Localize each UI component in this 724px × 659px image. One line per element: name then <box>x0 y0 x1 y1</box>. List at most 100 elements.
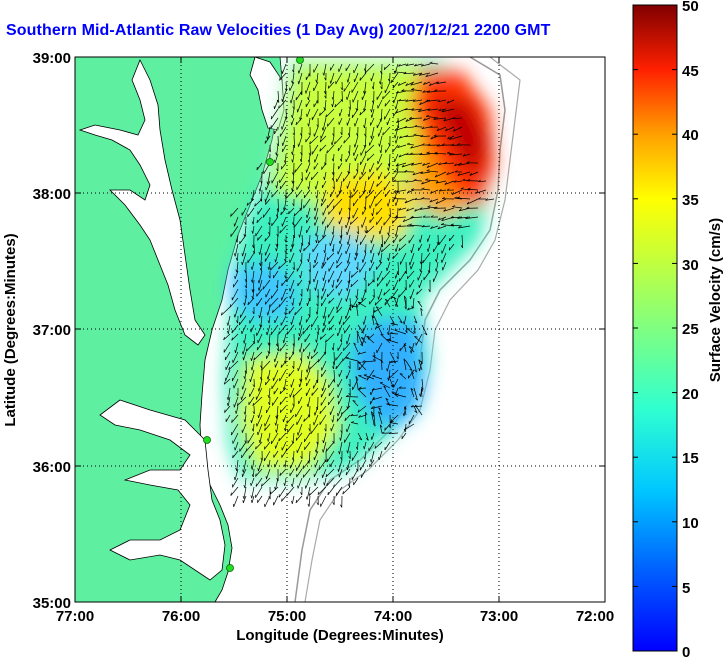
vector-head <box>275 248 277 252</box>
velocity-vector <box>277 279 279 289</box>
velocity-vector <box>245 270 248 282</box>
velocity-vector <box>397 144 407 149</box>
velocity-vector <box>354 252 359 261</box>
vector-head <box>361 297 363 301</box>
vector-head <box>299 133 303 137</box>
vector-head <box>311 392 313 396</box>
velocity-vector <box>278 99 287 109</box>
vector-head <box>410 404 414 408</box>
velocity-vector <box>444 162 455 165</box>
velocity-vector <box>333 153 335 162</box>
vector-head <box>257 414 259 418</box>
velocity-vector <box>308 495 311 507</box>
velocity-vector <box>395 99 399 110</box>
velocity-vector <box>253 351 263 361</box>
vector-head <box>262 286 264 290</box>
vector-head <box>425 74 429 77</box>
vector-head <box>267 394 270 398</box>
x-tick-label: 77:00 <box>56 608 94 625</box>
vector-head <box>388 431 392 434</box>
velocity-vector <box>322 216 327 225</box>
velocity-vector <box>326 477 335 487</box>
vector-head <box>250 466 253 470</box>
vector-head <box>278 105 280 109</box>
velocity-vector <box>433 117 447 120</box>
vector-head <box>393 170 397 173</box>
vector-head <box>327 123 329 127</box>
velocity-vector <box>306 225 311 234</box>
y-axis-label: Latitude (Degrees:Minutes) <box>2 233 19 426</box>
vector-head <box>355 376 358 379</box>
y-tick-label: 37:00 <box>33 322 71 339</box>
velocity-vector <box>320 396 327 406</box>
velocity-vector <box>408 414 415 425</box>
velocity-vector <box>273 495 279 506</box>
vector-head <box>485 198 489 201</box>
velocity-vector <box>313 126 319 137</box>
velocity-vector <box>336 252 343 264</box>
vector-head <box>358 361 362 364</box>
velocity-vector <box>252 270 255 283</box>
velocity-vector <box>379 225 383 235</box>
velocity-vector <box>357 388 367 398</box>
vector-head <box>421 197 425 200</box>
velocity-vector <box>322 279 327 292</box>
velocity-vector <box>387 198 391 207</box>
velocity-vector <box>298 333 303 341</box>
vector-head <box>260 365 263 369</box>
vector-head <box>336 309 338 313</box>
vector-head <box>387 257 389 261</box>
vector-head <box>380 244 383 248</box>
vector-head <box>405 330 408 334</box>
vector-head <box>357 388 361 390</box>
velocity-vector <box>259 243 263 255</box>
velocity-vector <box>356 234 359 243</box>
velocity-vector <box>433 270 439 282</box>
velocity-vector <box>405 99 415 102</box>
velocity-vector <box>376 342 383 354</box>
vector-head <box>250 482 252 486</box>
vector-head <box>466 201 470 205</box>
velocity-vector <box>361 90 367 100</box>
vector-head <box>275 343 278 347</box>
vector-head <box>321 288 324 292</box>
vector-head <box>278 331 280 335</box>
velocity-vector <box>332 225 335 235</box>
velocity-vector <box>242 495 247 504</box>
velocity-vector <box>458 225 471 229</box>
vector-head <box>292 132 295 136</box>
velocity-vector <box>399 135 407 139</box>
velocity-vector <box>241 423 247 433</box>
velocity-vector <box>396 117 407 124</box>
velocity-vector <box>397 117 400 128</box>
vector-head <box>339 437 341 441</box>
velocity-vector <box>390 288 399 300</box>
velocity-vector <box>426 162 439 169</box>
vector-head <box>393 70 397 73</box>
vector-head <box>321 127 324 131</box>
vector-head <box>477 197 481 200</box>
velocity-vector <box>235 342 239 353</box>
velocity-vector <box>361 333 367 345</box>
vector-head <box>230 213 232 217</box>
vector-head <box>390 419 393 423</box>
vector-head <box>299 275 301 279</box>
velocity-vector <box>342 486 351 495</box>
vector-head <box>373 195 376 199</box>
vector-head <box>460 187 464 190</box>
vector-head <box>356 266 359 270</box>
velocity-vector <box>353 477 359 486</box>
colorbar-tick-label: 0 <box>682 644 690 659</box>
velocity-vector <box>370 243 375 254</box>
velocity-vector <box>346 423 351 433</box>
vector-head <box>373 423 376 427</box>
vector-head <box>377 252 379 256</box>
vector-head <box>364 133 367 137</box>
velocity-vector <box>370 72 375 82</box>
vector-head <box>378 457 380 461</box>
vector-head <box>374 445 377 449</box>
vector-head <box>350 274 353 278</box>
velocity-vector <box>285 423 287 432</box>
velocity-vector <box>396 394 407 398</box>
velocity-vector <box>386 117 391 126</box>
